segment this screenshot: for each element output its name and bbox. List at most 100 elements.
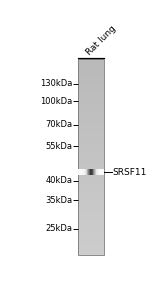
Bar [87, 169, 88, 176]
Text: Rat lung: Rat lung [85, 24, 118, 57]
Bar [78, 67, 104, 69]
Bar [78, 165, 104, 167]
Bar [101, 169, 102, 176]
Bar [78, 101, 104, 103]
Bar [78, 169, 79, 176]
Bar [78, 243, 104, 246]
Bar [100, 169, 101, 176]
Bar [78, 111, 104, 113]
Text: SRSF11: SRSF11 [112, 167, 147, 176]
Bar [78, 84, 104, 86]
Bar [78, 108, 104, 111]
Bar [78, 125, 104, 128]
Bar [78, 206, 104, 209]
Bar [78, 155, 104, 157]
Bar [78, 96, 104, 98]
Bar [78, 231, 104, 233]
Bar [78, 152, 104, 155]
Bar [78, 202, 104, 204]
Bar [78, 128, 104, 130]
Bar [79, 169, 80, 176]
Bar [92, 169, 93, 176]
Bar [84, 169, 85, 176]
Bar [96, 169, 97, 176]
Bar [102, 169, 103, 176]
Bar [78, 219, 104, 221]
Bar [78, 238, 104, 241]
Bar [78, 224, 104, 226]
Bar [78, 187, 104, 189]
Bar [78, 121, 104, 123]
Bar [78, 214, 104, 216]
Text: 100kDa: 100kDa [40, 97, 72, 106]
Bar [78, 103, 104, 106]
Text: 40kDa: 40kDa [45, 176, 72, 185]
Bar [95, 169, 96, 176]
Bar [78, 142, 104, 145]
Bar [78, 229, 104, 231]
Bar [78, 94, 104, 96]
Bar [78, 211, 104, 214]
Bar [78, 175, 104, 177]
Bar [103, 169, 104, 176]
Bar [78, 150, 104, 152]
Bar [78, 192, 104, 194]
Bar [78, 241, 104, 243]
Bar [78, 76, 104, 79]
Bar [78, 145, 104, 148]
Bar [78, 71, 104, 74]
Bar [78, 81, 104, 84]
Bar [78, 133, 104, 135]
Text: 35kDa: 35kDa [45, 196, 72, 205]
Bar [78, 98, 104, 101]
Bar [78, 74, 104, 76]
Bar [78, 88, 104, 91]
Bar [78, 248, 104, 250]
Bar [93, 169, 94, 176]
Bar [78, 160, 104, 162]
Bar [78, 64, 104, 67]
Bar [78, 194, 104, 196]
Bar [78, 167, 104, 170]
Bar [78, 172, 104, 175]
Bar [89, 169, 90, 176]
Bar [78, 179, 104, 182]
Bar [78, 182, 104, 184]
Bar [99, 169, 100, 176]
Bar [85, 169, 86, 176]
Bar [78, 148, 104, 150]
Bar [81, 169, 82, 176]
Bar [78, 250, 104, 253]
Bar [91, 169, 92, 176]
Bar [78, 157, 104, 160]
Bar [78, 135, 104, 138]
Bar [78, 226, 104, 229]
Bar [90, 169, 91, 176]
Bar [78, 216, 104, 219]
Bar [82, 169, 83, 176]
Bar [83, 169, 84, 176]
Bar [78, 140, 104, 142]
Bar [78, 204, 104, 206]
Bar [78, 253, 104, 255]
Text: 55kDa: 55kDa [45, 142, 72, 151]
Bar [94, 169, 95, 176]
Bar [98, 169, 99, 176]
Text: 70kDa: 70kDa [45, 120, 72, 129]
Bar [78, 116, 104, 118]
Bar [78, 79, 104, 81]
Bar [78, 221, 104, 224]
Bar [80, 169, 81, 176]
Bar [78, 184, 104, 187]
Bar [78, 106, 104, 108]
Bar [78, 123, 104, 125]
Bar [78, 196, 104, 199]
Bar [78, 118, 104, 121]
Bar [78, 189, 104, 192]
Bar [78, 138, 104, 140]
Bar [78, 246, 104, 248]
Text: 25kDa: 25kDa [45, 224, 72, 233]
Bar [78, 113, 104, 116]
Bar [97, 169, 98, 176]
Bar [78, 209, 104, 211]
